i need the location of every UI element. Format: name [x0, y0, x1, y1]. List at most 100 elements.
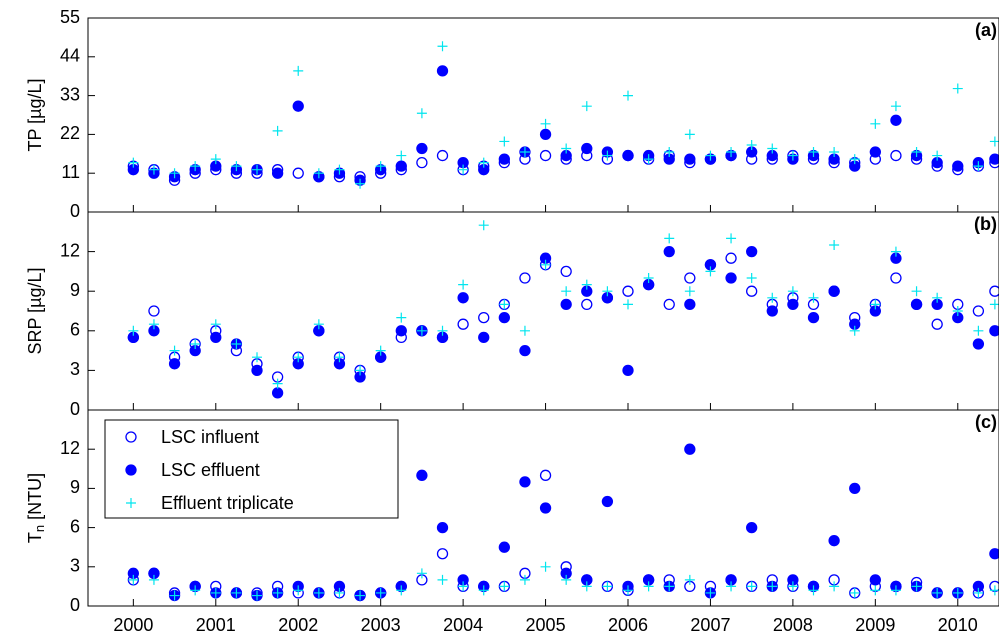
plus-marker — [623, 299, 634, 310]
plus-marker — [890, 246, 901, 257]
plus-marker — [849, 154, 860, 165]
filled-circle-marker — [478, 331, 490, 344]
plus-marker — [313, 168, 324, 179]
open-circle-marker — [581, 298, 593, 311]
plus-marker — [396, 312, 407, 323]
plus-marker — [989, 585, 999, 596]
filled-circle-marker — [684, 153, 696, 165]
filled-circle-marker — [271, 167, 284, 179]
y-tick-label: 11 — [61, 162, 80, 182]
open-circle-marker — [746, 285, 758, 297]
y-tick-label: 0 — [70, 201, 80, 221]
plus-marker — [540, 118, 551, 129]
plus-marker — [726, 581, 737, 592]
plus-marker — [272, 587, 283, 598]
y-axis-label: Tn [NTU] — [25, 473, 48, 543]
filled-circle-marker — [869, 146, 881, 158]
plus-marker — [375, 161, 386, 172]
open-circle-marker — [519, 272, 531, 284]
filled-circle-marker — [210, 331, 222, 344]
filled-circle-marker — [910, 298, 923, 311]
plus-marker — [437, 574, 448, 585]
plus-marker — [190, 339, 201, 349]
plus-marker — [989, 136, 999, 147]
filled-circle-marker — [849, 482, 861, 495]
open-circle-marker — [684, 272, 696, 284]
plus-marker — [499, 136, 510, 147]
plus-marker — [561, 143, 572, 154]
plus-marker — [334, 164, 345, 175]
plus-marker — [726, 233, 737, 244]
filled-circle-marker — [684, 298, 696, 311]
plus-marker — [478, 157, 489, 168]
legend-marker — [125, 464, 137, 476]
plus-marker — [458, 279, 469, 290]
plus-marker — [952, 83, 963, 94]
filled-circle-marker — [869, 574, 881, 586]
plus-marker — [870, 585, 881, 596]
x-tick-label: 2004 — [443, 615, 483, 635]
y-tick-label: 0 — [70, 595, 80, 615]
plus-marker — [231, 339, 242, 349]
open-circle-marker — [457, 318, 469, 330]
plus-marker — [293, 585, 304, 596]
plus-marker — [252, 164, 263, 175]
plus-marker — [849, 325, 860, 336]
y-tick-label: 22 — [60, 123, 80, 143]
plus-marker — [519, 574, 530, 585]
filled-circle-marker — [168, 358, 181, 370]
plus-marker — [313, 587, 324, 598]
plus-marker — [499, 299, 510, 310]
filled-circle-marker — [251, 364, 263, 377]
filled-circle-marker — [766, 305, 778, 317]
plus-marker — [272, 378, 283, 389]
filled-circle-marker — [787, 298, 799, 311]
panel-label: (b) — [974, 214, 997, 234]
plus-marker — [684, 286, 695, 297]
plus-marker — [684, 129, 695, 140]
plus-marker — [128, 325, 139, 336]
open-circle-marker — [539, 149, 552, 162]
filled-circle-marker — [807, 311, 820, 324]
plus-marker — [581, 581, 592, 592]
plus-marker — [293, 352, 304, 363]
plus-marker — [911, 286, 922, 297]
plus-marker — [808, 147, 819, 158]
plus-marker — [932, 587, 943, 598]
plus-marker — [602, 286, 613, 297]
plus-marker — [581, 101, 592, 112]
plus-marker — [767, 143, 778, 154]
filled-circle-marker — [519, 344, 531, 357]
plus-marker — [705, 587, 716, 598]
plus-marker — [148, 164, 159, 175]
filled-circle-marker — [498, 541, 510, 553]
panel-label: (a) — [975, 20, 997, 40]
plus-marker — [989, 299, 999, 310]
plus-marker — [808, 292, 819, 303]
x-tick-label: 2006 — [608, 615, 648, 635]
plus-marker — [272, 125, 283, 136]
filled-circle-marker — [622, 364, 634, 377]
plus-marker — [437, 41, 448, 52]
plus-marker — [437, 325, 448, 336]
plus-marker — [355, 365, 366, 376]
plus-marker — [375, 345, 386, 356]
filled-circle-marker — [436, 65, 449, 77]
y-axis-label: SRP [µg/L] — [25, 267, 45, 354]
filled-circle-marker — [436, 521, 449, 534]
plus-marker — [561, 286, 572, 297]
plus-marker — [767, 292, 778, 303]
plus-marker — [705, 266, 716, 277]
plus-marker — [870, 118, 881, 129]
plus-marker — [499, 581, 510, 592]
plus-marker — [746, 273, 757, 283]
plus-marker — [396, 150, 407, 161]
plus-marker — [458, 581, 469, 592]
filled-circle-marker — [457, 292, 469, 304]
plus-marker — [396, 585, 407, 596]
x-tick-label: 2005 — [526, 615, 566, 635]
y-tick-label: 6 — [70, 320, 80, 340]
open-circle-marker — [622, 285, 634, 297]
open-circle-marker — [560, 265, 572, 278]
